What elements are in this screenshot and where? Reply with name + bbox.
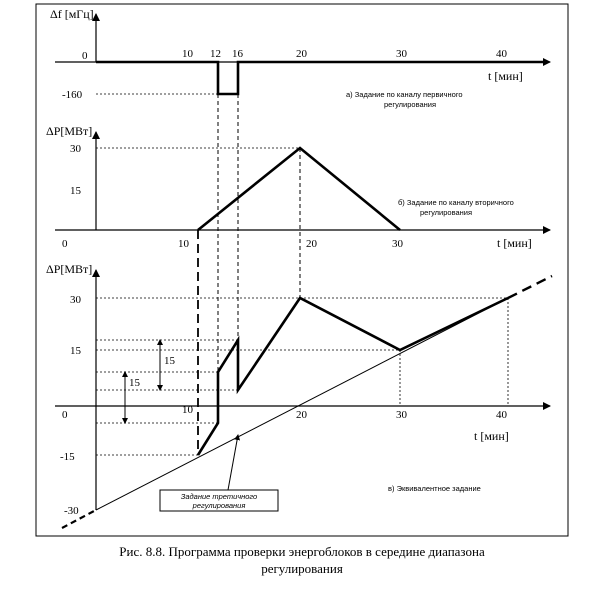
panel-c-ytick-neg15: -15 xyxy=(60,451,75,463)
panel-c-callout-line2: регулирования xyxy=(192,501,246,510)
panel-c-equivalent-series xyxy=(196,296,509,456)
panel-b-xtick-20: 20 xyxy=(306,238,318,250)
panel-c-ytick-15: 15 xyxy=(70,345,82,357)
panel-c-xtick-10: 10 xyxy=(182,404,194,416)
panel-a-ylabel: Δf [мГц] xyxy=(50,7,94,21)
panel-a-xtick-30: 30 xyxy=(396,48,408,60)
panel-b-ytick-30: 30 xyxy=(70,143,82,155)
panel-a-xlabel: t [мин] xyxy=(488,69,523,83)
panel-c-xtick-20: 20 xyxy=(296,409,308,421)
panel-a: Δf [мГц] t [мин] 10 12 16 20 30 40 0 -16… xyxy=(50,7,551,109)
panel-a-xtick-10: 10 xyxy=(182,48,194,60)
panel-b-ytick-15: 15 xyxy=(70,185,82,197)
panel-c-callout-box xyxy=(159,489,279,512)
panel-c-ytick-0: 0 xyxy=(62,409,68,421)
panel-a-annotation-line2: регулирования xyxy=(384,100,436,109)
panel-b-xtick-10: 10 xyxy=(178,238,190,250)
panel-c-xlabel: t [мин] xyxy=(474,429,509,443)
panel-a-xtick-12: 12 xyxy=(210,48,221,60)
panel-c-tertiary-extension-right xyxy=(507,274,553,300)
panel-b-xtick-0: 0 xyxy=(62,238,68,250)
panel-c-tertiary-series xyxy=(95,297,509,511)
panel-b-annotation-line2: регулирования xyxy=(420,208,472,217)
panel-b-xlabel: t [мин] xyxy=(497,236,532,250)
panel-c-ylabel: ΔP[МВт] xyxy=(46,262,92,276)
panel-c-tertiary-extension-left xyxy=(61,509,97,529)
panel-c-ytick-30: 30 xyxy=(70,294,82,306)
panel-c-xtick-40: 40 xyxy=(496,409,508,421)
panel-b-ylabel: ΔP[МВт] xyxy=(46,124,92,138)
panel-c-callout-line1: Задание третичного xyxy=(181,492,257,501)
panel-c-annotation: в) Эквивалентное задание xyxy=(388,484,481,493)
figure-frame xyxy=(35,3,569,537)
panel-a-ytick-0: 0 xyxy=(82,50,88,62)
panel-c: ΔP[МВт] t [мин] 30 15 0 -15 -30 10 20 30… xyxy=(46,262,553,529)
panel-b: ΔP[МВт] t [мин] 30 15 0 10 20 30 б) Зада… xyxy=(46,124,551,250)
panel-c-dimension-upper-label: 15 xyxy=(164,355,176,367)
panel-a-xtick-40: 40 xyxy=(496,48,508,60)
panel-b-annotation-line1: б) Задание по каналу вторичного xyxy=(398,198,514,207)
panel-a-xtick-16: 16 xyxy=(232,48,244,60)
panel-a-xtick-20: 20 xyxy=(296,48,308,60)
panel-a-annotation-line1: а) Задание по каналу первичного xyxy=(346,90,463,99)
caption-line1: Рис. 8.8. Программа проверки энергоблоко… xyxy=(119,544,485,559)
panel-c-callout-pointer xyxy=(227,434,241,491)
panel-b-xtick-30: 30 xyxy=(392,238,404,250)
caption-line2: регулирования xyxy=(261,561,343,576)
panel-a-frequency-series xyxy=(96,60,546,96)
panel-c-ytick-neg30: -30 xyxy=(64,505,79,517)
panel-c-xtick-30: 30 xyxy=(396,409,408,421)
panel-a-ytick-neg160: -160 xyxy=(62,89,83,101)
panel-b-power-series xyxy=(197,146,401,232)
panel-c-dimension-lower-label: 15 xyxy=(129,377,141,389)
